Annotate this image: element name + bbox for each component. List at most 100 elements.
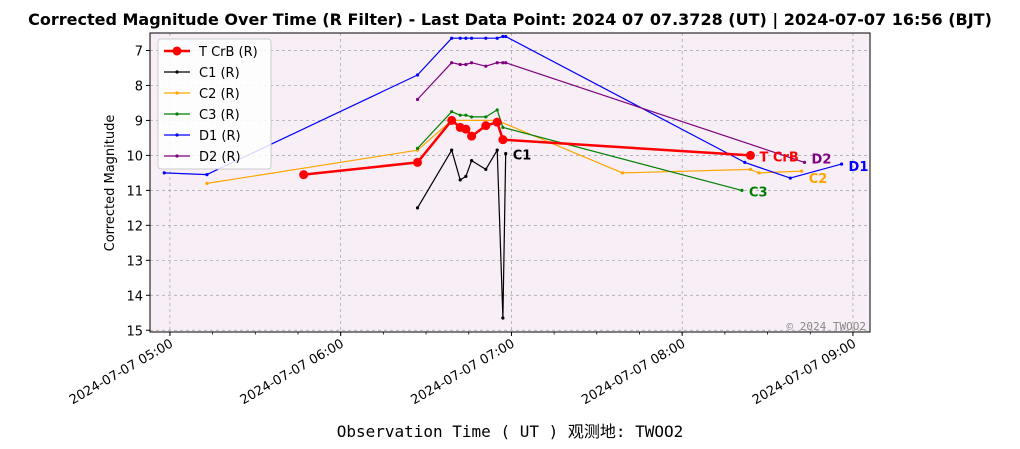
data-point	[450, 148, 454, 152]
legend-entry-label: D2 (R)	[199, 150, 241, 165]
data-point	[469, 115, 474, 119]
y-tick-label: 13	[126, 254, 143, 269]
data-point	[501, 34, 505, 39]
y-axis: 7 8 9 10 11 12 13 14 15	[126, 44, 150, 339]
legend-entry-label: C2 (R)	[199, 87, 240, 102]
data-point	[450, 36, 454, 40]
data-point	[788, 176, 792, 180]
legend-entry-label: C1 (R)	[199, 66, 240, 81]
series-layer	[162, 34, 844, 320]
legend-swatch-marker	[172, 46, 182, 56]
data-point	[205, 173, 209, 177]
chart-title: Corrected Magnitude Over Time (R Filter)…	[28, 10, 992, 30]
x-axis: 2024-07-07 05:00 2024-07-07 06:00 2024-07-…	[67, 332, 859, 408]
data-point	[800, 169, 804, 173]
end-labels: C1 C2 C3 D1 D2 T CrB	[513, 149, 869, 201]
data-point	[484, 36, 488, 40]
x-tick-label: 2024-07-07 07:00	[408, 336, 517, 408]
data-point	[464, 174, 468, 178]
series-d1	[162, 34, 844, 180]
series-end-label: D2	[812, 152, 832, 167]
plot-frame	[149, 32, 871, 333]
series-line	[164, 35, 842, 179]
y-tick-label: 8	[135, 79, 143, 94]
data-point	[495, 108, 499, 112]
x-tick-label: 2024-07-07 05:00	[67, 336, 176, 408]
x-tick-label: 2024-07-07 08:00	[579, 336, 688, 408]
data-point	[481, 121, 491, 131]
data-point	[498, 135, 508, 145]
y-tick-label: 7	[135, 44, 143, 59]
data-point	[757, 171, 761, 175]
legend-swatch-marker	[175, 154, 179, 158]
data-point	[162, 171, 166, 175]
data-point	[495, 36, 499, 40]
series-end-label: T CrB	[759, 150, 798, 165]
series-end-label: D1	[849, 160, 869, 175]
y-tick-label: 15	[126, 324, 143, 339]
x-axis-label: Observation Time ( UT ) 观测地: TWOO2	[337, 422, 684, 441]
data-point	[745, 150, 755, 160]
legend-entry-label: C3 (R)	[199, 108, 240, 123]
data-point	[464, 36, 468, 40]
data-point	[504, 34, 508, 39]
data-point	[740, 188, 744, 192]
y-tick-label: 14	[126, 289, 143, 304]
data-point	[450, 110, 454, 114]
legend-swatch-marker	[175, 70, 179, 74]
data-point	[484, 167, 488, 171]
data-point	[469, 61, 474, 65]
series-end-label: C1	[513, 149, 532, 164]
data-point	[458, 36, 462, 40]
data-point	[464, 113, 468, 117]
data-point	[484, 115, 488, 119]
y-tick-label: 10	[126, 149, 143, 164]
data-point	[461, 124, 471, 134]
data-point	[415, 73, 420, 77]
data-point	[415, 206, 420, 210]
data-point	[501, 61, 505, 65]
series-end-label: C2	[809, 172, 828, 187]
data-point	[501, 125, 505, 130]
data-point	[504, 152, 508, 156]
x-tick-label: 2024-07-07 06:00	[238, 336, 347, 408]
legend-entry-label: D1 (R)	[199, 129, 241, 144]
x-tick-label: 2024-07-07 09:00	[750, 336, 859, 408]
legend-swatch-marker	[175, 91, 179, 95]
data-point	[458, 178, 462, 182]
data-point	[495, 61, 499, 65]
y-tick-label: 9	[135, 114, 143, 129]
legend: T CrB (R) C1 (R) C2 (R) C3 (R) D1 (R) D2 (R)	[157, 38, 272, 170]
y-tick-label: 12	[126, 219, 143, 234]
data-point	[469, 159, 474, 163]
data-point	[743, 160, 747, 164]
data-point	[464, 62, 468, 67]
data-point	[501, 316, 505, 320]
legend-swatch-marker	[175, 133, 179, 137]
data-point	[415, 97, 420, 102]
data-point	[484, 64, 488, 68]
data-point	[495, 148, 499, 152]
data-point	[467, 131, 477, 141]
data-point	[450, 61, 454, 65]
legend-swatch-marker	[175, 112, 179, 116]
data-point	[469, 36, 474, 40]
data-point	[492, 117, 502, 127]
data-point	[839, 162, 844, 166]
series-t-crb	[299, 115, 755, 180]
data-point	[458, 62, 462, 67]
data-point	[415, 146, 420, 151]
data-point	[458, 113, 462, 117]
y-tick-label: 11	[126, 184, 143, 199]
watermark: © 2024 TWOO2	[787, 320, 866, 333]
data-point	[504, 61, 508, 65]
y-axis-label: Corrected Magnitude	[103, 115, 118, 252]
data-point	[802, 160, 807, 164]
data-point	[205, 181, 209, 185]
data-point	[620, 171, 625, 175]
series-end-label: C3	[749, 185, 768, 200]
data-point	[299, 170, 309, 180]
series-c1	[415, 148, 508, 320]
data-point	[447, 115, 457, 125]
data-point	[748, 167, 753, 171]
